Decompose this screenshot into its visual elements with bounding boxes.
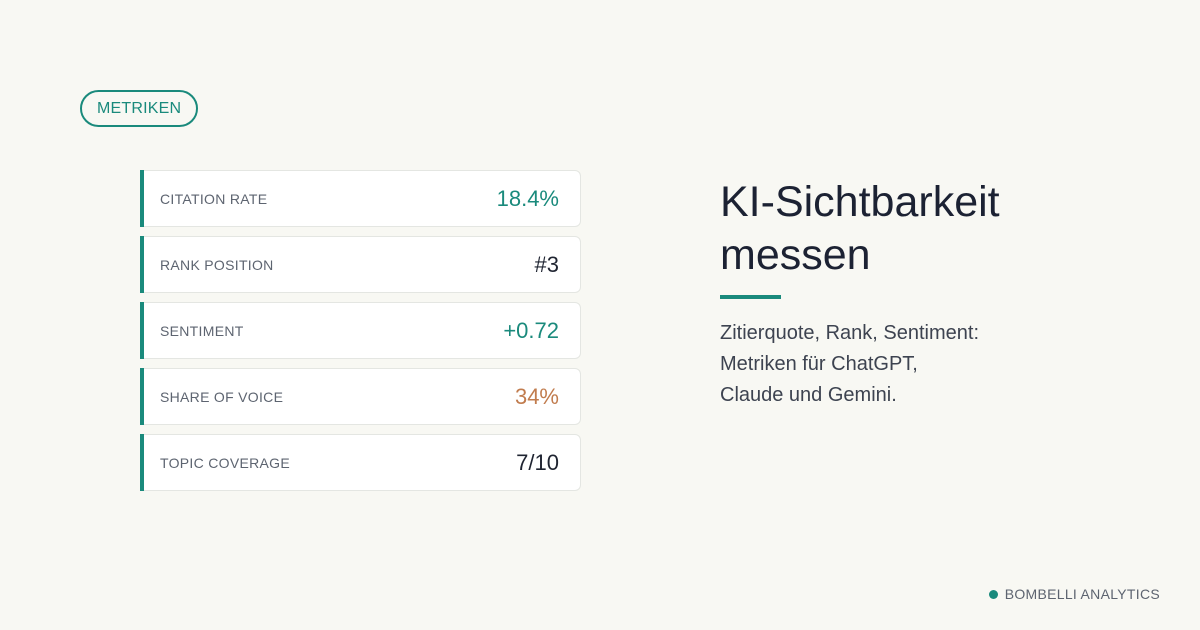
- subtitle-line-3: Claude und Gemini.: [720, 384, 897, 406]
- metric-card-topic-coverage: TOPIC COVERAGE 7/10: [140, 434, 581, 491]
- metric-value: #3: [534, 251, 559, 277]
- subtitle-line-1: Zitierquote, Rank, Sentiment:: [720, 322, 980, 344]
- metric-card-share-of-voice: SHARE OF VOICE 34%: [140, 368, 581, 425]
- brand-footer: BOMBELLI ANALYTICS: [988, 586, 1160, 602]
- metric-value: +0.72: [503, 317, 559, 343]
- metric-value: 34%: [514, 383, 559, 409]
- headline: KI-Sichtbarkeit messen: [720, 176, 1160, 282]
- metriken-badge: METRIKEN: [80, 90, 199, 127]
- metric-label: SHARE OF VOICE: [160, 388, 284, 405]
- metric-label: CITATION RATE: [160, 190, 268, 207]
- accent-divider: [720, 295, 781, 299]
- metric-label: TOPIC COVERAGE: [160, 454, 290, 471]
- metric-value: 18.4%: [496, 185, 559, 211]
- metric-card-sentiment: SENTIMENT +0.72: [140, 302, 581, 359]
- metric-label: RANK POSITION: [160, 256, 274, 273]
- dot-icon: [988, 589, 998, 599]
- headline-line-1: KI-Sichtbarkeit: [720, 178, 1000, 226]
- headline-line-2: messen: [720, 231, 871, 279]
- metric-value: 7/10: [516, 449, 559, 475]
- subtitle: Zitierquote, Rank, Sentiment: Metriken f…: [720, 318, 1040, 411]
- metric-card-rank-position: RANK POSITION #3: [140, 236, 581, 293]
- metric-label: SENTIMENT: [160, 322, 244, 339]
- metric-card-citation-rate: CITATION RATE 18.4%: [140, 170, 581, 227]
- metrics-list: CITATION RATE 18.4% RANK POSITION #3 SEN…: [140, 170, 581, 500]
- brand-name: BOMBELLI ANALYTICS: [1004, 586, 1160, 602]
- subtitle-line-2: Metriken für ChatGPT,: [720, 353, 918, 375]
